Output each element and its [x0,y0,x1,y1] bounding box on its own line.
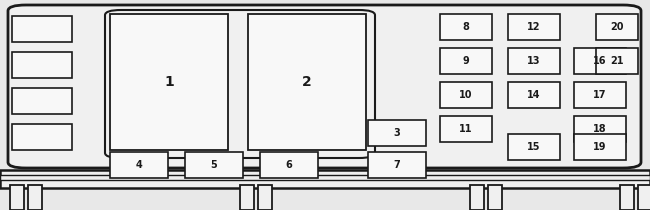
Text: 2: 2 [302,75,312,89]
Text: 1: 1 [164,75,174,89]
Text: 4: 4 [136,160,142,170]
Bar [10,185,24,210]
Bar [440,82,492,108]
Bar [508,48,560,74]
Bar [440,116,492,142]
Bar [574,134,626,160]
Bar [440,14,492,40]
Bar [258,185,272,210]
Bar [638,185,650,210]
Bar [596,14,638,40]
Bar [248,14,366,150]
Text: 15: 15 [527,142,541,152]
Bar [508,82,560,108]
Bar [12,124,72,150]
Text: 7: 7 [394,160,400,170]
Text: 10: 10 [460,90,473,100]
Bar [574,48,626,74]
Text: 3: 3 [394,128,400,138]
Bar [440,48,492,74]
Bar [0,170,650,188]
Text: 8: 8 [463,22,469,32]
Bar [508,14,560,40]
Bar [110,14,228,150]
Bar [12,88,72,114]
Bar [12,52,72,78]
Text: 19: 19 [593,142,606,152]
Text: 9: 9 [463,56,469,66]
Bar [574,82,626,108]
Bar [470,185,484,210]
Text: 16: 16 [593,56,606,66]
Bar [596,48,638,74]
Text: 17: 17 [593,90,606,100]
Text: 13: 13 [527,56,541,66]
Text: 20: 20 [610,22,624,32]
Text: 11: 11 [460,124,473,134]
Bar [368,152,426,178]
Bar [28,185,42,210]
Bar [620,185,634,210]
Text: 5: 5 [211,160,217,170]
FancyBboxPatch shape [105,10,375,158]
Bar [488,185,502,210]
Bar [0,175,650,180]
Bar [110,152,168,178]
Bar [508,134,560,160]
Text: 18: 18 [593,124,607,134]
Bar [260,152,318,178]
Text: 12: 12 [527,22,541,32]
FancyBboxPatch shape [8,5,641,168]
Bar [240,185,254,210]
Bar [574,116,626,142]
Bar [12,16,72,42]
Text: 21: 21 [610,56,624,66]
Bar [185,152,243,178]
Text: 6: 6 [285,160,293,170]
Bar [368,120,426,146]
Text: 14: 14 [527,90,541,100]
